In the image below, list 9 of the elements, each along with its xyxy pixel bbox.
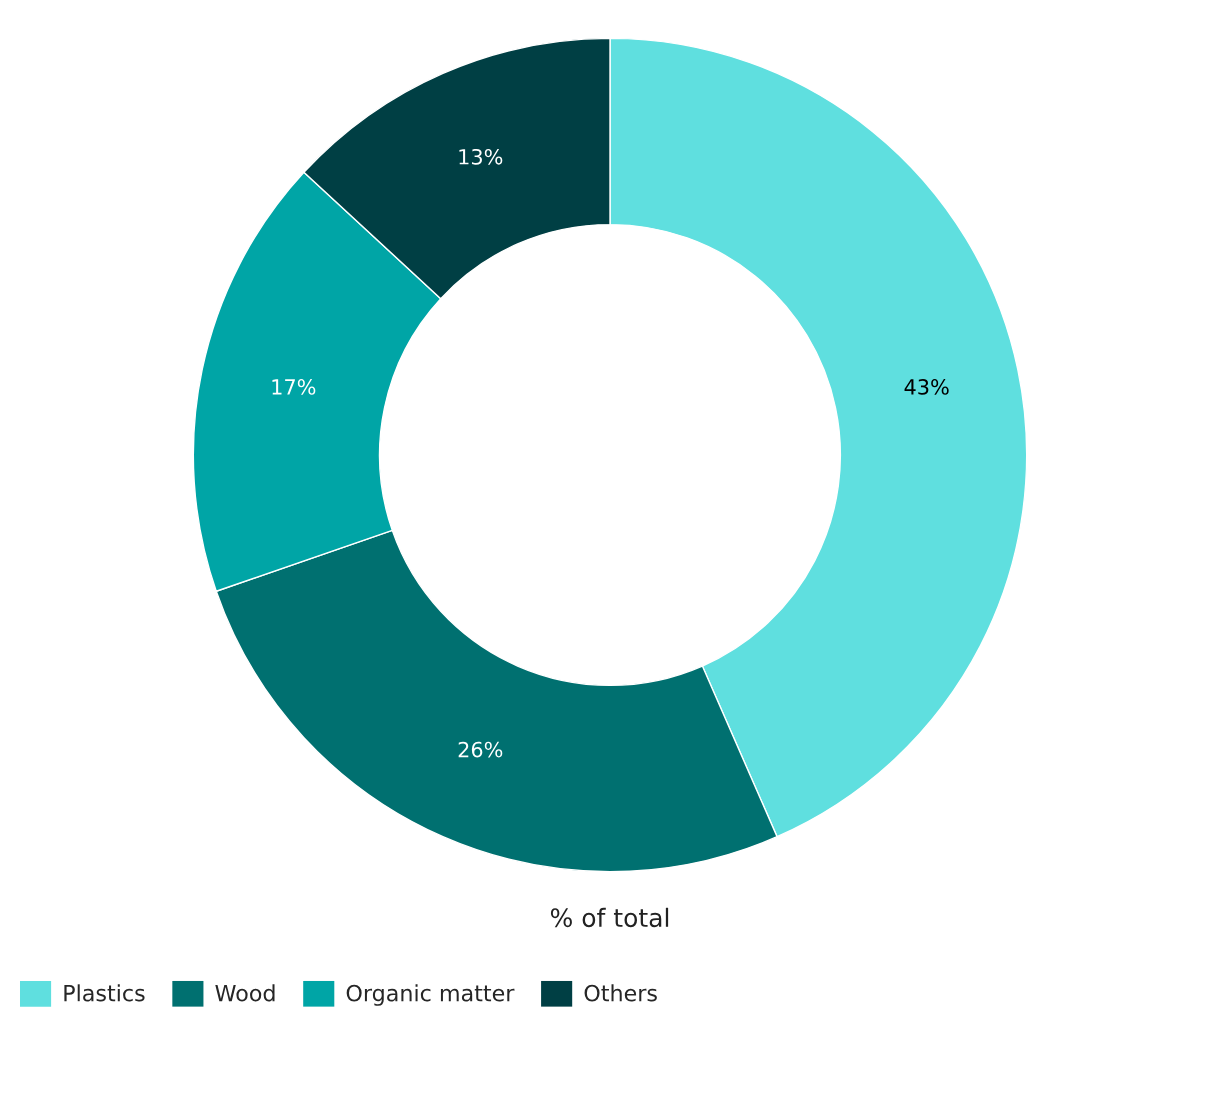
data-label: 13% xyxy=(459,148,503,165)
legend-label: Wood xyxy=(215,984,275,1002)
legend-label: Others xyxy=(584,984,657,1002)
text: % of total xyxy=(550,907,669,928)
data-label: 26% xyxy=(458,741,503,758)
data-label: 17% xyxy=(272,379,316,395)
legend-label: Organic matter xyxy=(346,984,515,1006)
legend-label: Plastics xyxy=(64,984,145,1002)
data-label: 43% xyxy=(904,379,949,395)
